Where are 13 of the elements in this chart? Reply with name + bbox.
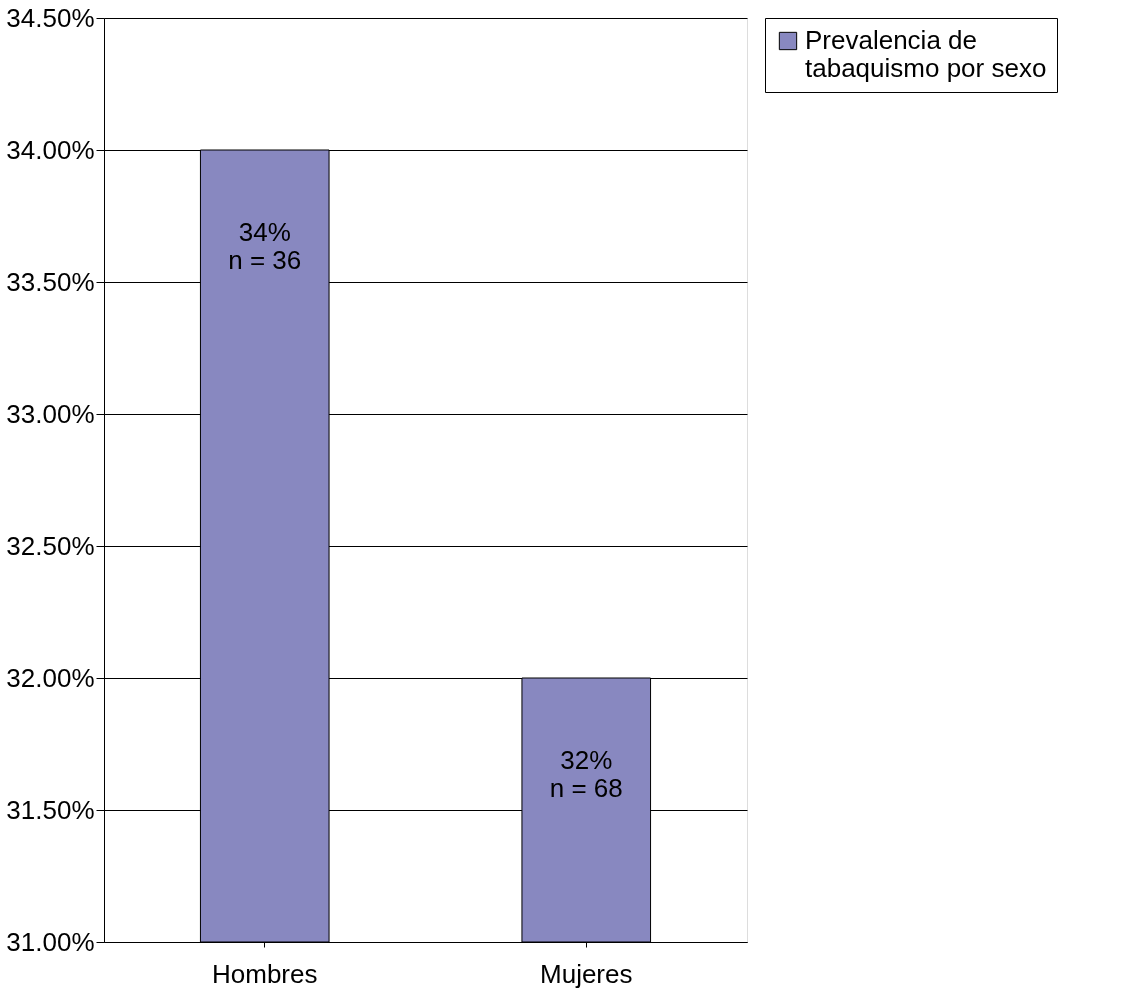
y-tick-label: 34.50% — [6, 2, 95, 33]
y-tick-label: 33.00% — [6, 398, 95, 429]
x-tick-label: Mujeres — [540, 958, 633, 989]
legend-label: Prevalencia de tabaquismo por sexo — [805, 25, 1047, 83]
x-tick-label: Hombres — [212, 958, 318, 989]
y-tick-label: 31.50% — [6, 794, 95, 825]
y-tick-label: 32.00% — [6, 662, 95, 693]
y-tick-label: 33.50% — [6, 266, 95, 297]
y-tick-label: 31.00% — [6, 926, 95, 957]
data-label: 34% n = 36 — [228, 217, 302, 275]
data-label: 32% n = 68 — [549, 745, 623, 803]
y-tick-label: 34.00% — [6, 134, 95, 165]
y-tick-label: 32.50% — [6, 530, 95, 561]
